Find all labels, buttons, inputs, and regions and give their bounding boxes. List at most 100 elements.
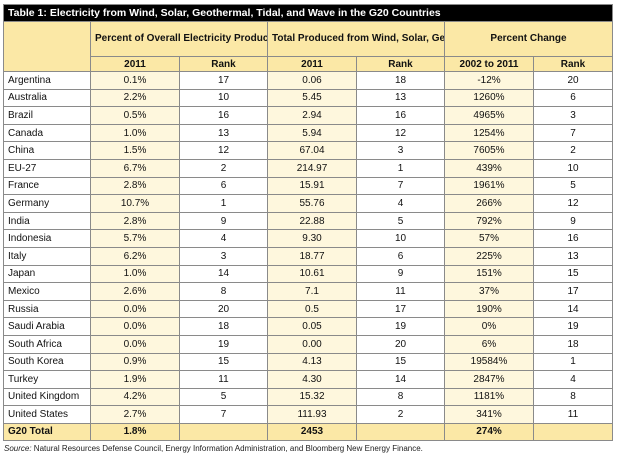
- country-cell: Australia: [3, 88, 91, 108]
- percent-rank-cell: 10: [179, 88, 268, 108]
- total-rank-cell: 6: [356, 246, 445, 266]
- percent-2011-cell: 2.8%: [90, 211, 180, 231]
- percent-2011-cell: 6.7%: [90, 158, 180, 178]
- total-total-rank-cell: [356, 422, 445, 441]
- country-cell: Saudi Arabia: [3, 317, 91, 336]
- source-label: Source:: [4, 444, 32, 453]
- percent-2011-cell: 4.2%: [90, 387, 180, 407]
- change-cell: 341%: [444, 405, 534, 424]
- total-percent-2011-cell: 1.8%: [90, 422, 180, 441]
- change-rank-cell: 16: [533, 229, 613, 248]
- country-cell: South Africa: [3, 334, 91, 354]
- total-rank-cell: 4: [356, 194, 445, 213]
- change-cell: 19584%: [444, 352, 534, 372]
- table-row: Mexico 2.6% 8 7.1 11 37% 17: [3, 282, 613, 301]
- total-2011-cell: 55.76: [267, 194, 357, 213]
- total-2011-cell: 4.13: [267, 352, 357, 372]
- total-rank-cell: 11: [356, 282, 445, 301]
- percent-2011-cell: 6.2%: [90, 246, 180, 266]
- percent-2011-cell: 0.0%: [90, 334, 180, 354]
- change-rank-cell: 12: [533, 194, 613, 213]
- change-cell: 1181%: [444, 387, 534, 407]
- table-body: Argentina 0.1% 17 0.06 18 -12% 20 Australia 2.2%…: [3, 71, 613, 441]
- sub-header: Rank: [356, 56, 445, 72]
- change-cell: 1254%: [444, 123, 534, 143]
- total-rank-cell: 1: [356, 158, 445, 178]
- total-2011-cell: 0.5: [267, 299, 357, 319]
- total-2011-cell: 111.93: [267, 405, 357, 424]
- percent-2011-cell: 1.9%: [90, 370, 180, 389]
- table-row: Brazil 0.5% 16 2.94 16 4965% 3: [3, 106, 613, 125]
- sub-header: Rank: [179, 56, 268, 72]
- percent-rank-cell: 2: [179, 158, 268, 178]
- change-cell: 792%: [444, 211, 534, 231]
- country-cell: Germany: [3, 194, 91, 213]
- country-cell: EU-27: [3, 158, 91, 178]
- table-title: Table 1: Electricity from Wind, Solar, G…: [3, 4, 613, 22]
- percent-rank-cell: 16: [179, 106, 268, 125]
- change-rank-cell: 11: [533, 405, 613, 424]
- group-header-change: Percent Change: [444, 21, 613, 57]
- table-row: Turkey 1.9% 11 4.30 14 2847% 4: [3, 370, 613, 389]
- change-cell: 0%: [444, 317, 534, 336]
- percent-rank-cell: 5: [179, 387, 268, 407]
- group-header-row: Percent of Overall Electricity Productio…: [3, 21, 613, 72]
- change-rank-cell: 3: [533, 106, 613, 125]
- country-cell: Japan: [3, 264, 91, 284]
- percent-2011-cell: 0.0%: [90, 299, 180, 319]
- percent-2011-cell: 0.5%: [90, 106, 180, 125]
- change-cell: 225%: [444, 246, 534, 266]
- total-rank-cell: 5: [356, 211, 445, 231]
- country-cell: Mexico: [3, 282, 91, 301]
- percent-2011-cell: 5.7%: [90, 229, 180, 248]
- sub-header: 2002 to 2011: [444, 56, 534, 72]
- table-row: Argentina 0.1% 17 0.06 18 -12% 20: [3, 71, 613, 90]
- total-row: G20 Total 1.8% 2453 274%: [3, 422, 613, 441]
- change-cell: 6%: [444, 334, 534, 354]
- total-percent-rank-cell: [179, 422, 268, 441]
- total-rank-cell: 13: [356, 88, 445, 108]
- table-row: France 2.8% 6 15.91 7 1961% 5: [3, 176, 613, 196]
- total-2011-cell: 0.06: [267, 71, 357, 90]
- change-rank-cell: 14: [533, 299, 613, 319]
- country-cell: Indonesia: [3, 229, 91, 248]
- sub-header: 2011: [90, 56, 180, 72]
- change-cell: 4965%: [444, 106, 534, 125]
- total-2011-cell: 7.1: [267, 282, 357, 301]
- percent-rank-cell: 18: [179, 317, 268, 336]
- percent-2011-cell: 2.2%: [90, 88, 180, 108]
- total-rank-cell: 17: [356, 299, 445, 319]
- percent-rank-cell: 9: [179, 211, 268, 231]
- country-cell: China: [3, 141, 91, 160]
- country-cell: South Korea: [3, 352, 91, 372]
- table-row: Japan 1.0% 14 10.61 9 151% 15: [3, 264, 613, 284]
- change-rank-cell: 18: [533, 334, 613, 354]
- change-cell: 57%: [444, 229, 534, 248]
- percent-rank-cell: 4: [179, 229, 268, 248]
- percent-rank-cell: 12: [179, 141, 268, 160]
- total-2011-cell: 4.30: [267, 370, 357, 389]
- percent-2011-cell: 1.0%: [90, 264, 180, 284]
- percent-rank-cell: 20: [179, 299, 268, 319]
- change-rank-cell: 17: [533, 282, 613, 301]
- country-cell: Brazil: [3, 106, 91, 125]
- change-rank-cell: 7: [533, 123, 613, 143]
- total-rank-cell: 8: [356, 387, 445, 407]
- change-cell: 190%: [444, 299, 534, 319]
- total-rank-cell: 3: [356, 141, 445, 160]
- country-cell: United Kingdom: [3, 387, 91, 407]
- percent-2011-cell: 2.6%: [90, 282, 180, 301]
- country-header-cell: [3, 21, 91, 72]
- country-cell: India: [3, 211, 91, 231]
- title-row: Table 1: Electricity from Wind, Solar, G…: [3, 4, 613, 22]
- percent-rank-cell: 6: [179, 176, 268, 196]
- total-rank-cell: 16: [356, 106, 445, 125]
- total-rank-cell: 14: [356, 370, 445, 389]
- country-cell: Turkey: [3, 370, 91, 389]
- table-row: Saudi Arabia 0.0% 18 0.05 19 0% 19: [3, 317, 613, 336]
- total-rank-cell: 15: [356, 352, 445, 372]
- percent-2011-cell: 0.0%: [90, 317, 180, 336]
- change-cell: 1961%: [444, 176, 534, 196]
- total-2011-cell: 5.45: [267, 88, 357, 108]
- table-row: Germany 10.7% 1 55.76 4 266% 12: [3, 194, 613, 213]
